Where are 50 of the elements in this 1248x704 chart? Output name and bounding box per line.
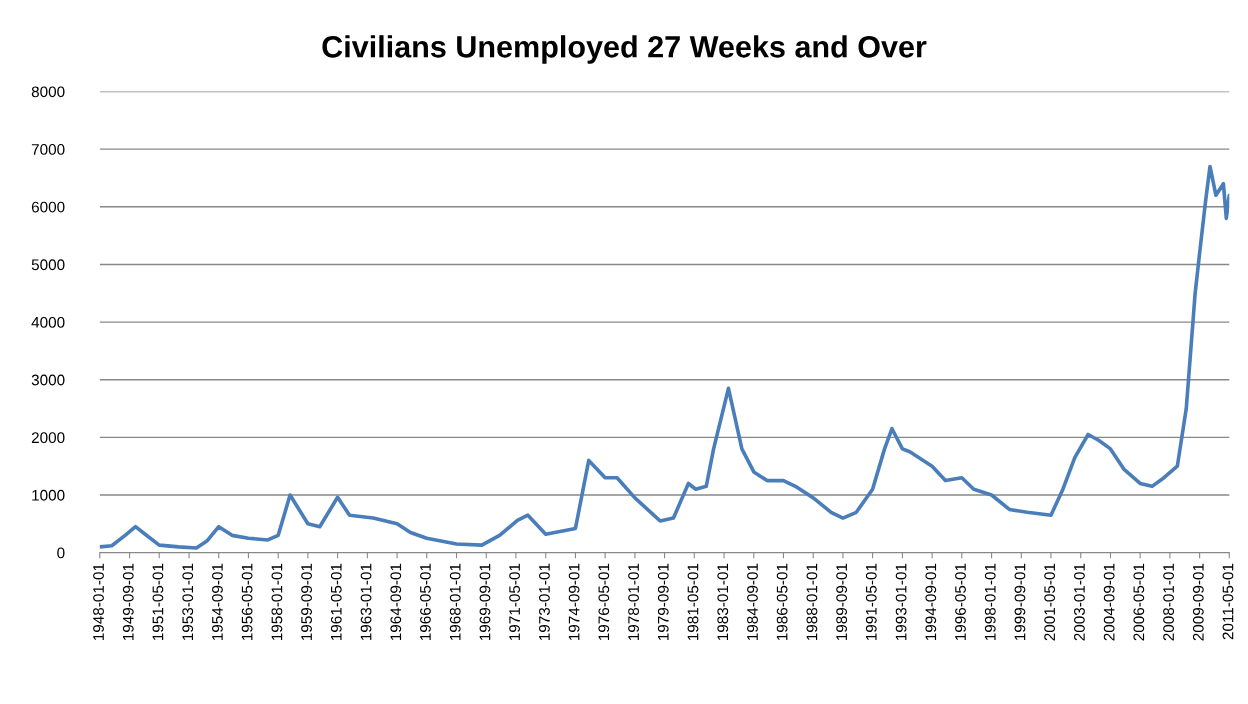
x-tick-label: 1986-05-01 (776, 563, 788, 641)
y-tick-label: 1000 (32, 489, 65, 501)
x-tick-label: 1961-05-01 (330, 563, 342, 641)
x-tick-label: 1959-09-01 (301, 563, 312, 641)
line-series (99, 164, 1230, 550)
x-tick-label: 1964-09-01 (390, 563, 402, 641)
x-tick-label: 1974-09-01 (568, 563, 580, 641)
x-tick-label: 1958-01-01 (271, 563, 283, 641)
x-tick-label: 1953-01-01 (182, 563, 194, 641)
y-tick-label: 8000 (31, 86, 65, 98)
x-tick-label: 1978-01-01 (628, 563, 639, 641)
x-tick-label: 1988-01-01 (806, 563, 818, 641)
x-tick-label: 1989-09-01 (836, 563, 848, 641)
x-tick-label: 1956-05-01 (241, 563, 253, 641)
x-tick-label: 1973-01-01 (539, 563, 550, 641)
x-tick-label: 2008-01-01 (1163, 563, 1175, 641)
x-tick-label: 1966-05-01 (420, 563, 431, 641)
x-tick-label: 1963-01-01 (360, 563, 372, 641)
x-tick-label: 2011-05-01 (1222, 563, 1234, 640)
y-tick-label: 0 (57, 547, 65, 559)
x-tick-label: 1991-05-01 (865, 563, 877, 641)
x-tick-label: 1954-09-01 (212, 563, 223, 641)
x-tick-label: 1948-01-01 (93, 563, 104, 641)
x-tick-label: 2009-09-01 (1192, 563, 1204, 641)
y-tick-label: 2000 (31, 432, 65, 444)
x-tick-label: 2004-09-01 (1103, 563, 1115, 641)
x-tick-label: 1993-01-01 (895, 563, 907, 641)
x-tick-label: 1949-09-01 (122, 563, 134, 641)
y-tick-label: 3000 (31, 374, 65, 386)
chart-title: Civilians Unemployed 27 Weeks and Over (322, 35, 927, 64)
x-tick-label: 1996-05-01 (955, 563, 966, 641)
x-tick-label: 2006-05-01 (1133, 563, 1145, 641)
x-tick-label: 1969-09-01 (479, 563, 491, 641)
y-tick-label: 6000 (31, 201, 65, 213)
y-tick-label: 5000 (31, 259, 65, 271)
x-tick-label: 1999-09-01 (1014, 563, 1026, 641)
x-tick-label: 1994-09-01 (925, 563, 937, 641)
x-tick-label: 1979-09-01 (657, 563, 669, 641)
x-tick-label: 1983-01-01 (717, 563, 729, 641)
x-tick-label: 1968-01-01 (449, 563, 461, 641)
x-tick-label: 2001-05-01 (1044, 563, 1056, 641)
x-tick-label: 1981-05-01 (687, 563, 699, 641)
x-tick-label: 1984-09-01 (747, 563, 758, 641)
x-tick-label: 1998-01-01 (984, 563, 996, 641)
x-tick-label: 1971-05-01 (509, 563, 520, 641)
x-tick-label: 1976-05-01 (598, 563, 610, 641)
y-tick-label: 7000 (31, 144, 65, 155)
x-tick-label: 1951-05-01 (152, 563, 164, 641)
y-tick-label: 4000 (31, 316, 65, 328)
x-tick-label: 2003-01-01 (1074, 563, 1085, 641)
